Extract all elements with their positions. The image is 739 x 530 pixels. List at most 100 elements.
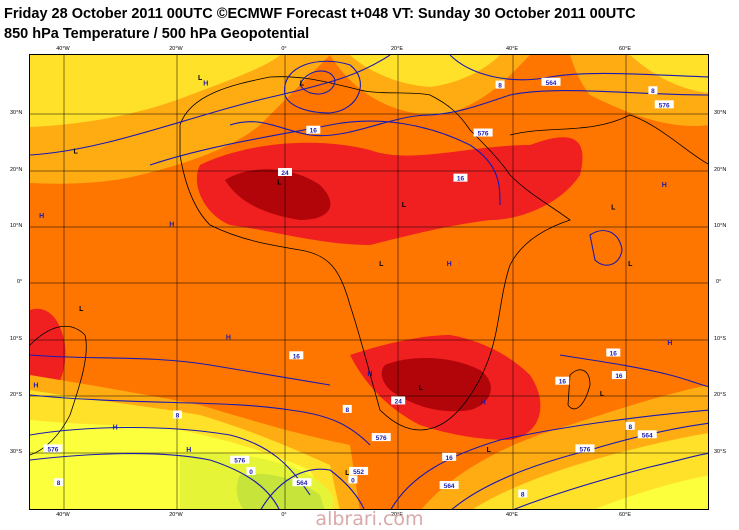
- temp-gt24-sahara: [225, 169, 331, 220]
- lon-label-20w-bottom: 20°W: [169, 512, 183, 518]
- arabia-coastline: [509, 114, 708, 165]
- temp-lt0-south-atlantic: [236, 473, 325, 509]
- lat-label-20s-right: 20°S: [714, 392, 726, 398]
- contour-label: 8: [172, 410, 182, 420]
- contour-label: 8: [342, 404, 352, 414]
- contour-label: 8: [518, 489, 528, 499]
- lon-label-20e: 20°E: [391, 46, 403, 52]
- pressure-center-h: H: [226, 334, 231, 341]
- contour-labels: 8 564 8 576 576 16 16 24 16 16 16 16 8 8 24 8 564 576 576 5…: [43, 77, 674, 499]
- svg-text:8: 8: [176, 413, 180, 420]
- svg-text:8: 8: [628, 424, 632, 431]
- contour-label: 576: [575, 444, 595, 453]
- pressure-center-l: L: [79, 306, 84, 313]
- svg-text:0: 0: [351, 477, 355, 484]
- lon-label-60e: 60°E: [619, 46, 631, 52]
- pressure-center-h: H: [447, 261, 452, 268]
- contour-label: 0: [348, 475, 358, 484]
- lon-label-60e-bottom: 60°E: [619, 512, 631, 518]
- temp-8-12-indian-ocean: [473, 433, 708, 509]
- pressure-center-h: H: [113, 425, 118, 432]
- geopotential-contours: [30, 55, 708, 509]
- contour-label: 16: [453, 173, 468, 183]
- lat-label-10n: 10°N: [10, 223, 23, 229]
- svg-text:576: 576: [478, 131, 489, 138]
- svg-text:564: 564: [297, 480, 308, 487]
- contour-label: 16: [442, 452, 457, 462]
- pressure-center-l: L: [198, 75, 203, 82]
- svg-text:564: 564: [546, 80, 557, 87]
- svg-text:16: 16: [610, 351, 618, 358]
- pressure-center-h: H: [662, 182, 667, 189]
- svg-text:16: 16: [310, 128, 318, 135]
- lon-label-20e-bottom: 20°E: [391, 512, 403, 518]
- contour-label: 552: [349, 466, 369, 476]
- pressure-center-h: H: [169, 222, 174, 229]
- lat-label-30s-right: 30°S: [714, 449, 726, 455]
- temperature-contours: [30, 120, 708, 388]
- africa-coastline: [179, 76, 571, 431]
- lat-label-0-right: 0°: [716, 279, 722, 285]
- lon-label-0: 0°: [281, 46, 287, 52]
- svg-text:24: 24: [281, 170, 289, 177]
- madagascar-coastline: [567, 369, 591, 410]
- pressure-center-h: H: [667, 340, 672, 347]
- lon-label-40e: 40°E: [506, 46, 518, 52]
- contour-label: 24: [278, 168, 292, 177]
- contour-label: 8: [625, 421, 635, 431]
- lon-label-20w: 20°W: [169, 46, 183, 52]
- pressure-center-h: H: [39, 213, 44, 220]
- temp-8-12-northeast: [630, 55, 708, 93]
- lat-label-20n-right: 20°N: [714, 167, 727, 173]
- chart-title: Friday 28 October 2011 00UTC ©ECMWF Fore…: [4, 6, 636, 22]
- pressure-center-l: L: [487, 447, 492, 454]
- lat-label-30n: 30°N: [10, 110, 23, 116]
- contour-label: 576: [371, 433, 391, 442]
- svg-text:564: 564: [642, 432, 653, 439]
- svg-text:16: 16: [559, 379, 567, 386]
- contour-label: 8: [54, 478, 64, 487]
- pressure-center-l: L: [277, 179, 282, 186]
- contour-label: 576: [43, 444, 63, 453]
- svg-text:576: 576: [376, 435, 387, 442]
- watermark: albrari.com: [315, 508, 424, 530]
- lat-label-30n-right: 30°N: [714, 110, 727, 116]
- svg-text:8: 8: [498, 83, 502, 90]
- lon-label-40w-bottom: 40°W: [56, 512, 70, 518]
- svg-text:8: 8: [651, 88, 655, 95]
- contour-label: 576: [654, 100, 674, 109]
- lon-label-0-bottom: 0°: [281, 512, 287, 518]
- pressure-center-l: L: [300, 81, 305, 88]
- pressure-center-h: H: [186, 447, 191, 454]
- svg-text:16: 16: [615, 373, 623, 380]
- temp-8-12-north-atlantic: [30, 55, 280, 127]
- svg-text:0: 0: [249, 469, 253, 476]
- contour-label: 16: [611, 371, 626, 380]
- lat-label-10s: 10°S: [10, 336, 22, 342]
- contour-label: 16: [289, 351, 304, 360]
- pressure-center-l: L: [419, 385, 424, 392]
- contour-label: 0: [246, 466, 256, 476]
- lon-label-40w: 40°W: [56, 46, 70, 52]
- svg-text:16: 16: [293, 353, 301, 360]
- temp-8-12-mediterranean: [350, 55, 500, 87]
- contour-label: 16: [306, 125, 321, 135]
- lat-label-0: 0°: [17, 279, 23, 285]
- pressure-center-l: L: [611, 205, 616, 212]
- lat-label-10n-right: 10°N: [714, 223, 727, 229]
- lat-label-20n: 20°N: [10, 167, 23, 173]
- pressure-center-h: H: [203, 81, 208, 88]
- contour-label: 8: [648, 86, 658, 95]
- contour-label: 16: [606, 348, 621, 358]
- lat-label-30s: 30°S: [10, 449, 22, 455]
- svg-text:576: 576: [48, 446, 59, 453]
- graticule: [30, 55, 708, 509]
- south-america-coastline: [30, 326, 87, 456]
- svg-text:24: 24: [395, 398, 403, 405]
- pressure-center-l: L: [402, 202, 407, 209]
- lon-label-40e-bottom: 40°E: [506, 512, 518, 518]
- pressure-center-h: H: [33, 382, 38, 389]
- svg-text:8: 8: [57, 480, 61, 487]
